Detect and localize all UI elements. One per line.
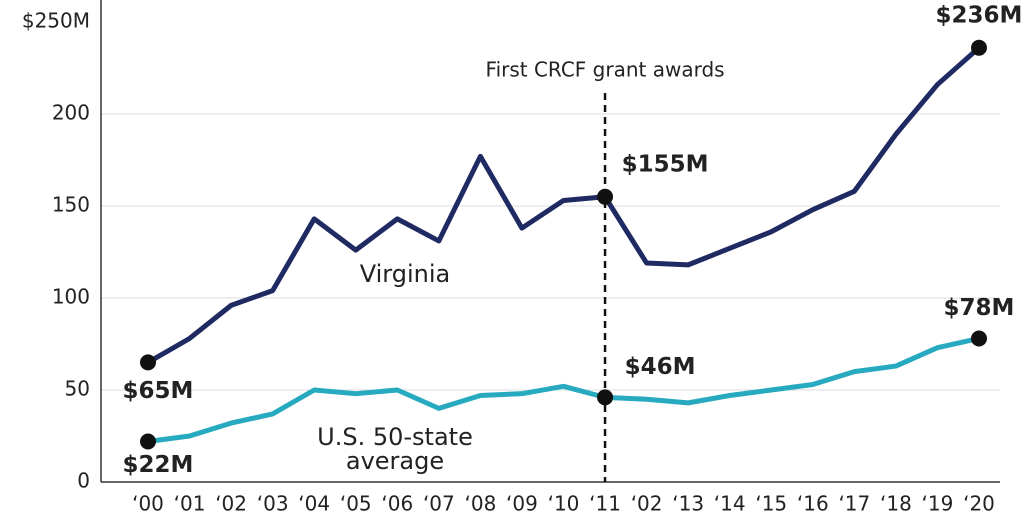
annotation: First CRCF grant awards (486, 58, 725, 82)
value-label: $46M (625, 354, 696, 380)
x-tick-label: ‘17 (838, 492, 870, 516)
value-label: $155M (622, 151, 709, 177)
point (971, 39, 987, 56)
x-tick-label: ‘06 (381, 492, 413, 516)
x-tick-label: ‘02 (631, 492, 663, 516)
x-tick-label: ‘19 (922, 492, 954, 516)
series-label: Virginia (359, 260, 451, 288)
x-tick-label: ‘01 (174, 492, 206, 516)
x-tick-label: ‘16 (797, 492, 829, 516)
value-label: $65M (123, 378, 194, 404)
series-label: U.S. 50-state average (317, 423, 473, 475)
x-tick-label: ‘08 (464, 492, 496, 516)
point (597, 188, 614, 205)
x-tick-label: ‘05 (340, 492, 372, 516)
y-tick-label: $250M (22, 9, 90, 33)
point (971, 330, 987, 347)
point (597, 389, 614, 406)
y-tick-label: 100 (52, 285, 90, 309)
point (140, 354, 156, 371)
x-tick-label: ‘13 (672, 492, 704, 516)
y-tick-label: 0 (77, 469, 90, 493)
y-tick-label: 200 (52, 101, 90, 125)
x-tick-label: ‘04 (298, 492, 330, 516)
x-tick-label: ‘15 (755, 492, 787, 516)
y-tick-label: 50 (65, 377, 90, 401)
x-tick-label: ‘07 (423, 492, 455, 516)
x-tick-label: ‘03 (257, 492, 289, 516)
x-tick-label: ‘20 (963, 492, 995, 516)
value-label: $78M (944, 295, 1015, 321)
x-tick-label: ‘00 (132, 492, 164, 516)
value-label: $236M (936, 2, 1023, 28)
x-tick-label: ‘09 (506, 492, 538, 516)
x-tick-label: ‘14 (714, 492, 746, 516)
point (140, 433, 156, 450)
value-label: $22M (123, 452, 194, 478)
x-tick-label: ‘10 (548, 492, 580, 516)
x-tick-label: ‘02 (215, 492, 247, 516)
x-tick-label: ‘18 (880, 492, 912, 516)
line (146, 45, 981, 365)
line (147, 336, 980, 444)
x-tick-label: ‘11 (589, 492, 621, 516)
y-tick-label: 150 (52, 193, 90, 217)
